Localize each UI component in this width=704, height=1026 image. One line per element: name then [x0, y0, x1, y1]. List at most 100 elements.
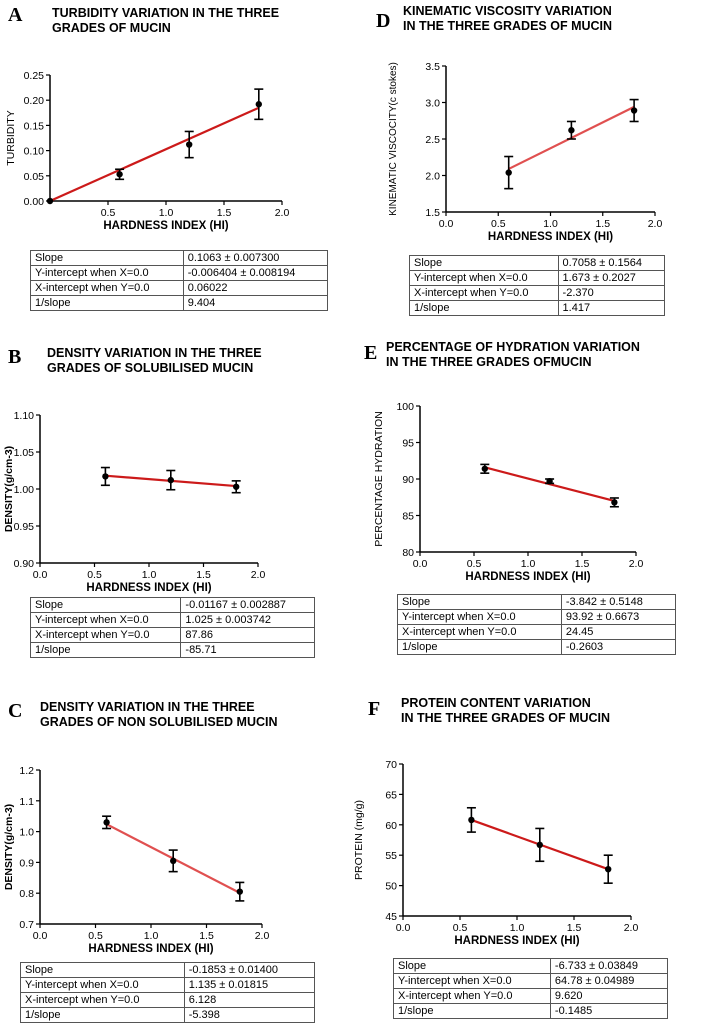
x-tick-label: 1.0: [159, 207, 174, 219]
x-tick-label: 0.0: [413, 558, 428, 570]
panel-title: DENSITY VARIATION IN THE THREE GRADES OF…: [47, 346, 377, 376]
panel-title-line-1: DENSITY VARIATION IN THE THREE: [47, 346, 262, 360]
stat-value: -6.733 ± 0.03849: [549, 958, 669, 974]
y-tick-label: 0.00: [24, 196, 45, 208]
y-tick-label: 2.5: [425, 134, 440, 146]
table-row: X-intercept when Y=0.0 0.06022: [30, 280, 329, 296]
y-axis-label: DENSITY(g/cm-3): [3, 446, 15, 532]
y-tick-label: 0.90: [14, 558, 35, 570]
x-tick-label: 1.0: [543, 218, 558, 230]
panel-letter: E: [364, 342, 378, 364]
stat-label: Slope: [20, 962, 185, 978]
y-tick-label: 0.05: [24, 171, 45, 183]
panel-title-line-1: PERCENTAGE OF HYDRATION VARIATION: [386, 340, 640, 354]
x-tick-label: 2.0: [251, 569, 266, 581]
table-row: Slope -0.01167 ± 0.002887: [29, 597, 315, 613]
x-tick-label: 0.5: [491, 218, 506, 230]
stats-table-b: Slope -0.01167 ± 0.002887 Y-intercept whe…: [29, 597, 315, 658]
x-tick-label: 1.5: [595, 218, 610, 230]
y-tick-label: 45: [385, 911, 397, 923]
x-tick-label: 1.0: [142, 569, 157, 581]
y-tick-label: 0.25: [24, 70, 45, 82]
y-axis-label: PERCENTAGE HYDRATION: [373, 411, 385, 547]
y-tick-label: 2.0: [425, 171, 440, 183]
stats-table-d: Slope 0.7058 ± 0.1564 Y-intercept when X=…: [409, 255, 666, 316]
x-axis-label: HARDNESS INDEX (HI): [465, 571, 590, 583]
x-tick-label: 0.0: [396, 922, 411, 934]
x-axis-label: HARDNESS INDEX (HI): [88, 943, 213, 955]
table-row: Slope 0.1063 ± 0.007300: [30, 250, 329, 266]
panel-letter: A: [8, 4, 23, 26]
data-point: [505, 169, 512, 176]
stat-label: 1/slope: [397, 639, 562, 655]
x-tick-label: 2.0: [275, 207, 290, 219]
data-point: [546, 477, 553, 485]
table-row: Y-intercept when X=0.0 1.025 ± 0.003742: [29, 612, 315, 628]
data-point: [481, 465, 488, 472]
x-tick-label: 0.5: [88, 930, 103, 942]
table-row: X-intercept when Y=0.0 -2.370: [409, 285, 666, 301]
x-tick-label: 1.5: [567, 922, 582, 934]
data-point: [102, 473, 109, 480]
stat-value: 0.7058 ± 0.1564: [557, 255, 666, 271]
y-tick-label: 1.5: [425, 207, 440, 219]
x-tick-label: 0.5: [87, 569, 102, 581]
x-tick-label: 1.0: [510, 922, 525, 934]
stat-label: X-intercept when Y=0.0: [30, 280, 184, 296]
data-point: [611, 499, 618, 506]
y-tick-label: 0.20: [24, 95, 45, 107]
stat-label: X-intercept when Y=0.0: [20, 992, 185, 1008]
y-tick-label: 1.00: [14, 484, 35, 496]
stat-value: 93.92 ± 0.6673: [560, 609, 677, 625]
x-tick-label: 1.5: [196, 569, 211, 581]
data-point: [116, 171, 123, 178]
chart-d: 1.5 2.0 2.5 3.0 3.5 0.0 0.5 1.0 1.5 2.0 HARDNESS I…: [388, 61, 662, 243]
stats-table-c: Slope -0.1853 ± 0.01400 Y-intercept when …: [20, 962, 316, 1023]
stats-table-f: Slope -6.733 ± 0.03849 Y-intercept when X…: [393, 958, 669, 1019]
stat-value: 9.620: [549, 988, 669, 1004]
y-tick-label: 0.15: [24, 120, 45, 132]
stat-label: 1/slope: [29, 642, 182, 658]
x-tick-label: 1.0: [521, 558, 536, 570]
table-row: Slope -0.1853 ± 0.01400: [20, 962, 316, 978]
stat-label: Y-intercept when X=0.0: [409, 270, 559, 286]
data-point: [103, 819, 110, 826]
x-tick-label: 1.5: [199, 930, 214, 942]
panel-title-line-1: KINEMATIC VISCOSITY VARIATION: [403, 4, 612, 18]
table-row: Slope -6.733 ± 0.03849: [393, 958, 669, 974]
table-row: X-intercept when Y=0.0 6.128: [20, 992, 316, 1008]
stat-label: 1/slope: [20, 1007, 185, 1023]
chart-a: 0.00 0.05 0.10 0.15 0.20 0.25 0.5 1.0 1.5 2.0 HARD…: [5, 70, 290, 232]
panel-title: PROTEIN CONTENT VARIATION IN THE THREE G…: [401, 696, 704, 726]
y-tick-label: 0.10: [24, 146, 45, 158]
stat-value: 64.78 ± 0.04989: [549, 973, 669, 989]
table-row: 1/slope 1.417: [409, 300, 666, 316]
table-row: X-intercept when Y=0.0 87.86: [29, 627, 315, 643]
table-row: X-intercept when Y=0.0 24.45: [397, 624, 677, 640]
panel-letter: C: [8, 700, 23, 722]
data-point: [236, 888, 243, 895]
x-tick-label: 1.5: [575, 558, 590, 570]
x-tick-label: 1.5: [217, 207, 232, 219]
stat-value: -0.1485: [549, 1003, 669, 1019]
panel-letter: D: [376, 10, 391, 32]
x-tick-label: 2.0: [624, 922, 639, 934]
stat-value: 1.135 ± 0.01815: [183, 977, 316, 993]
x-axis-label: HARDNESS INDEX (HI): [488, 231, 613, 243]
x-axis-label: HARDNESS INDEX (HI): [86, 582, 211, 594]
stat-label: Y-intercept when X=0.0: [29, 612, 182, 628]
table-row: Slope -3.842 ± 0.5148: [397, 594, 677, 610]
table-row: Slope 0.7058 ± 0.1564: [409, 255, 666, 271]
y-tick-label: 3.5: [425, 61, 440, 73]
panel-title-line-2: IN THE THREE GRADES OF MUCIN: [401, 711, 611, 725]
stat-label: Y-intercept when X=0.0: [393, 973, 551, 989]
x-tick-label: 0.0: [33, 930, 48, 942]
stat-label: Slope: [29, 597, 182, 613]
stat-label: 1/slope: [393, 1003, 551, 1019]
stat-value: 6.128: [183, 992, 316, 1008]
y-axis-label: PROTEIN (mg/g): [353, 800, 365, 880]
stat-label: Slope: [393, 958, 551, 974]
stat-label: Y-intercept when X=0.0: [20, 977, 185, 993]
table-row: 1/slope -0.2603: [397, 639, 677, 655]
data-point: [536, 841, 543, 849]
